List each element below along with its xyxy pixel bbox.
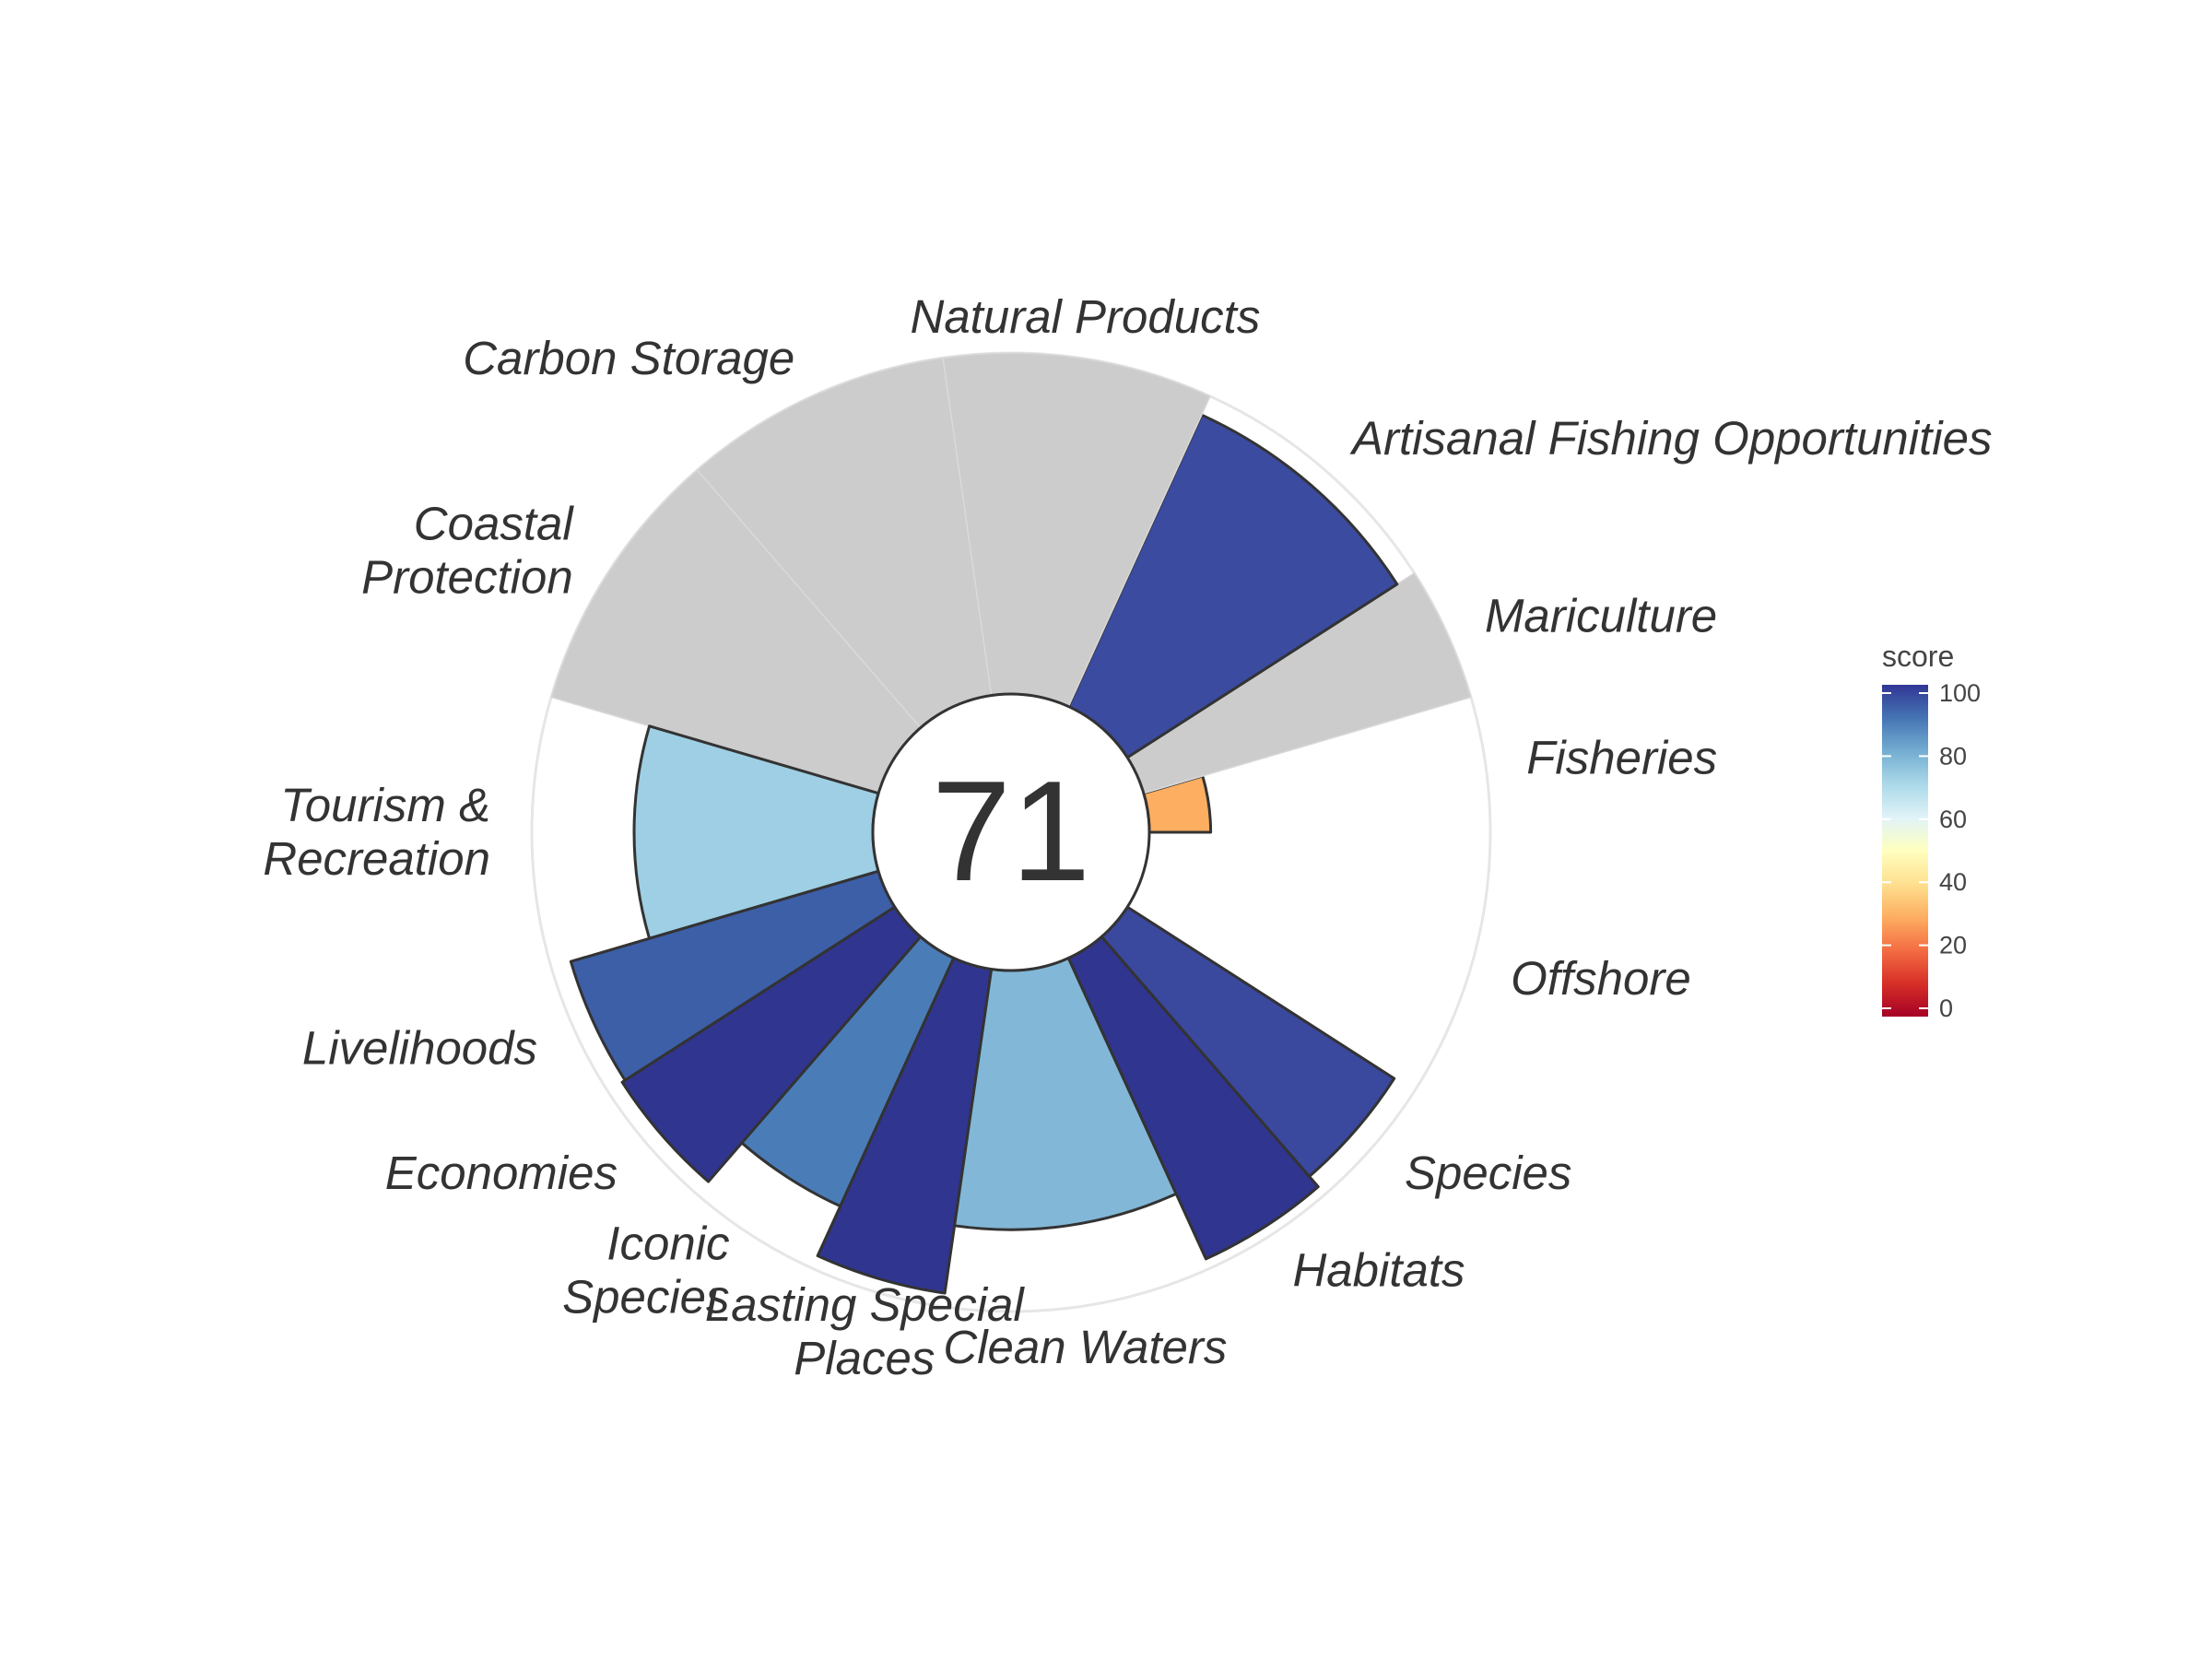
label-line: Carbon Storage <box>463 332 794 384</box>
label-line: Lasting Special <box>705 1278 1026 1331</box>
label-line: Places <box>794 1332 935 1384</box>
center-circle <box>871 692 1151 972</box>
label-line: Habitats <box>1292 1243 1465 1296</box>
label-coastal-protection: Coastal Protection <box>361 498 574 604</box>
legend-ticks: 0 20 40 60 80 100 <box>1882 679 1981 1022</box>
label-offshore: Offshore <box>1511 952 1691 1005</box>
legend: score 0 20 40 60 80 100 <box>1882 640 1981 1022</box>
goal-labels: Fisheries Mariculture Artisanal Fishing Op… <box>263 290 1992 1384</box>
label-lasting-special-places: Lasting Special Places <box>705 1278 1026 1384</box>
label-line: Protection <box>361 551 573 604</box>
label-line: Mariculture <box>1485 589 1717 641</box>
label-iconic-species: Iconic Species <box>562 1217 729 1323</box>
legend-colorbar <box>1882 685 1928 1017</box>
legend-tick-label: 40 <box>1939 868 1967 896</box>
label-fisheries: Fisheries <box>1526 732 1717 784</box>
label-line: Species <box>562 1270 729 1323</box>
label-line: Fisheries <box>1526 732 1717 784</box>
center-score: 71 <box>932 751 1090 911</box>
label-line: Offshore <box>1511 952 1691 1005</box>
legend-tick-label: 100 <box>1939 679 1981 707</box>
label-mariculture: Mariculture <box>1485 589 1717 641</box>
label-livelihoods: Livelihoods <box>302 1022 537 1075</box>
legend-tick-label: 80 <box>1939 742 1967 770</box>
label-line: Natural Products <box>910 290 1260 343</box>
label-line: Coastal <box>414 498 575 550</box>
label-habitats: Habitats <box>1292 1243 1465 1296</box>
label-economies: Economies <box>385 1147 618 1199</box>
label-line: Recreation <box>263 832 490 885</box>
legend-tick-label: 0 <box>1939 994 1953 1022</box>
label-clean-waters: Clean Waters <box>943 1321 1227 1373</box>
label-species: Species <box>1405 1147 1571 1199</box>
legend-tick-label: 20 <box>1939 932 1967 959</box>
label-natural-products: Natural Products <box>910 290 1260 343</box>
label-line: Clean Waters <box>943 1321 1227 1373</box>
legend-title: score <box>1882 640 1954 673</box>
label-line: Species <box>1405 1147 1571 1199</box>
label-line: Iconic <box>606 1217 729 1269</box>
label-line: Livelihoods <box>302 1022 537 1075</box>
label-line: Tourism & <box>280 779 490 831</box>
label-tourism-and-recreation: Tourism & Recreation <box>263 779 490 885</box>
legend-tick-label: 60 <box>1939 806 1967 833</box>
petals <box>530 351 1492 1313</box>
label-carbon-storage: Carbon Storage <box>463 332 794 384</box>
label-line: Artisanal Fishing Opportunities <box>1349 412 1993 465</box>
label-line: Economies <box>385 1147 618 1199</box>
label-artisanal-fishing-opportunities: Artisanal Fishing Opportunities <box>1349 412 1993 465</box>
